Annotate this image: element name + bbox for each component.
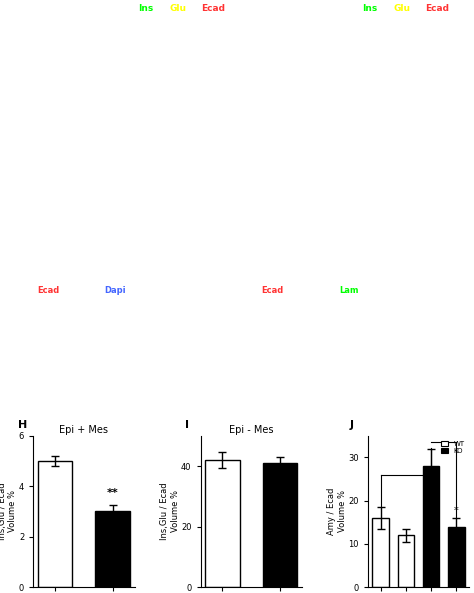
Text: G': G' [333,366,342,375]
Text: Lam: Lam [339,286,359,295]
Text: A': A' [32,157,41,166]
Text: Ins: Ins [138,4,153,14]
Text: I: I [185,420,189,431]
Text: Dapi: Dapi [104,286,126,295]
Text: /: / [384,4,388,14]
Text: Ecad: Ecad [261,286,283,295]
Title: Epi + Mes: Epi + Mes [59,425,109,435]
Y-axis label: Amy / Ecad
Volume %: Amy / Ecad Volume % [328,488,347,535]
Text: G: G [333,302,339,311]
Text: C': C' [256,157,264,166]
Text: KO: KO [9,205,18,218]
Text: E 12.5 KO: E 12.5 KO [10,372,16,410]
Text: H: H [18,420,27,431]
Text: Glu: Glu [169,4,186,14]
Text: /: / [160,4,164,14]
Text: Epi + Mes: Epi + Mes [33,4,83,14]
Text: B: B [144,25,150,34]
Bar [205,460,240,587]
Text: E: E [34,302,40,311]
Text: *: * [454,506,459,516]
Text: Ins: Ins [362,4,377,14]
Bar [398,535,414,587]
Text: Epi - Mes: Epi - Mes [257,4,303,14]
Bar [263,463,297,587]
Bar [423,466,439,587]
Y-axis label: Ins,Glu / Ecad
Volume %: Ins,Glu / Ecad Volume % [160,483,180,540]
Text: J: J [350,420,354,431]
Bar [373,518,389,587]
Text: A: A [32,25,38,34]
Bar [95,511,130,587]
Bar [38,461,73,587]
Text: Ecad: Ecad [37,286,60,295]
Text: E 12.5 WT: E 12.5 WT [10,299,16,339]
Text: D': D' [368,157,378,166]
Text: F: F [183,302,189,311]
Text: C: C [256,25,262,34]
Text: E': E' [34,366,42,375]
Legend: WT, KO: WT, KO [439,439,466,455]
Text: Ecad: Ecad [425,4,449,14]
Text: F': F' [183,366,191,375]
Y-axis label: Ins,Glu / Ecad
Volume %: Ins,Glu / Ecad Volume % [0,483,18,540]
Text: D: D [368,25,375,34]
Text: Ecad: Ecad [201,4,225,14]
Title: Epi - Mes: Epi - Mes [229,425,273,435]
Text: B': B' [144,157,153,166]
Text: Glu: Glu [393,4,410,14]
Text: **: ** [107,487,118,498]
Text: WT: WT [9,63,18,78]
Bar [448,527,465,587]
